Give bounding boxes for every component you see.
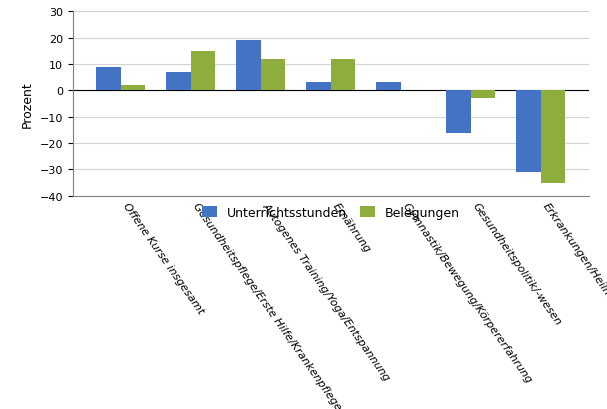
- Legend: Unterrichtsstunden, Belegungen: Unterrichtsstunden, Belegungen: [202, 206, 459, 219]
- Bar: [541, 91, 565, 183]
- Bar: [166, 73, 191, 91]
- Bar: [471, 91, 495, 99]
- Bar: [446, 91, 471, 133]
- Bar: [331, 60, 355, 91]
- Bar: [517, 91, 541, 173]
- Bar: [261, 60, 285, 91]
- Bar: [307, 83, 331, 91]
- Bar: [97, 67, 121, 91]
- Bar: [236, 41, 261, 91]
- Bar: [121, 86, 145, 91]
- Bar: [376, 83, 401, 91]
- Y-axis label: Prozent: Prozent: [21, 81, 34, 128]
- Bar: [191, 52, 215, 91]
